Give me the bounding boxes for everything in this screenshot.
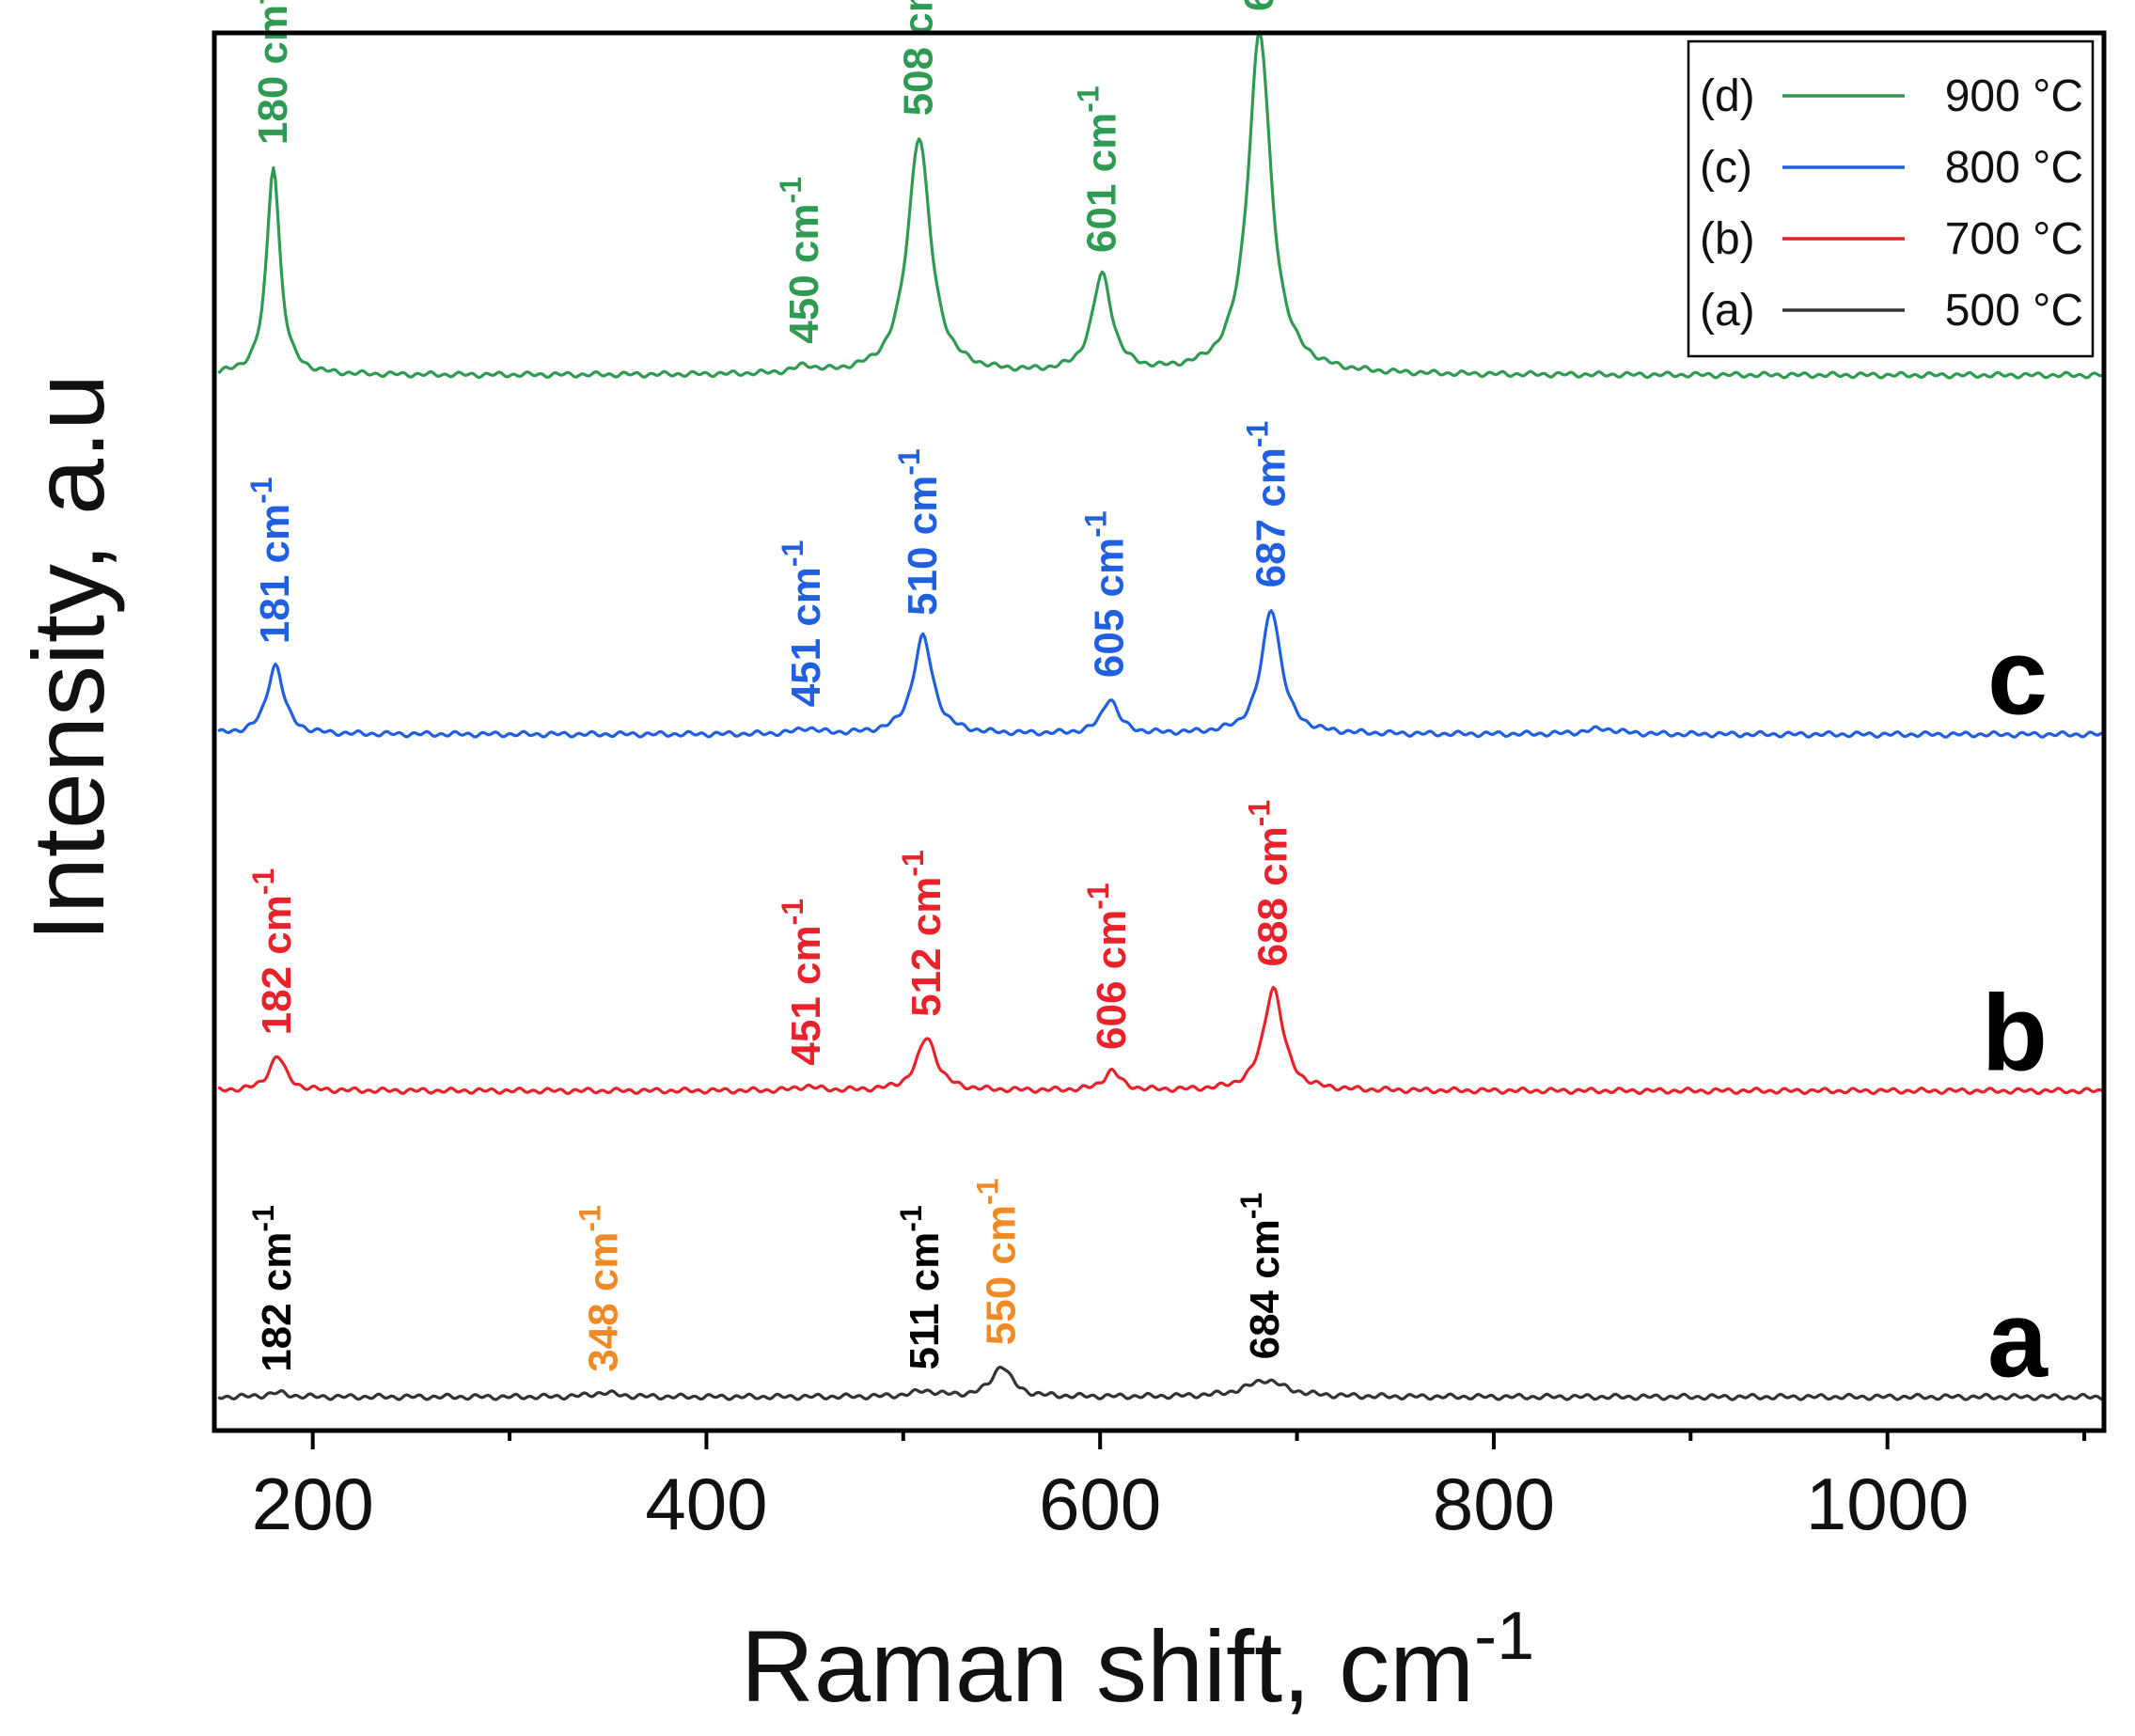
- peak-label-c-687: 687 cm-1: [1240, 421, 1294, 588]
- peak-label-c-451: 451 cm-1: [776, 540, 829, 708]
- x-tick-label: 200: [252, 1462, 374, 1545]
- legend-box: [1687, 39, 2095, 358]
- peak-label-a-182: 182 cm-1: [246, 1205, 300, 1372]
- peak-label-c-510: 510 cm-1: [892, 448, 946, 616]
- peak-label-b-512: 512 cm-1: [896, 850, 950, 1017]
- peak-label-d-450: 450 cm-1: [774, 177, 827, 344]
- x-tick-label: 1000: [1806, 1462, 1970, 1545]
- peak-label-a-684: 684 cm-1: [1234, 1193, 1288, 1360]
- peak-label-a-550: 550 cm-1: [971, 1179, 1025, 1346]
- x-tick-label: 400: [645, 1462, 767, 1545]
- x-tick-label: 600: [1039, 1462, 1161, 1545]
- y-axis-title: Intensity, a.u: [11, 374, 125, 942]
- trace-d: [217, 30, 2105, 380]
- peak-label-a-348: 348 cm-1: [573, 1205, 627, 1372]
- trace-letter-b: b: [1982, 974, 2048, 1094]
- peak-label-a-511: 511 cm-1: [894, 1205, 948, 1369]
- trace-b: [217, 985, 2106, 1096]
- x-axis: 200 400 600 800 1000: [252, 1431, 2087, 1545]
- peak-label-b-606: 606 cm-1: [1081, 883, 1135, 1050]
- legend-label-c: 800 °C: [1945, 143, 2083, 193]
- x-axis-title-text: Raman shift, cm: [741, 1609, 1474, 1723]
- peak-label-d-508: 508 cm-1: [888, 0, 942, 116]
- peak-label-b-182: 182 cm-1: [246, 868, 300, 1036]
- peak-label-d-681: 681 cm-1: [1229, 0, 1282, 11]
- legend-label-b: 700 °C: [1945, 214, 2083, 264]
- peak-label-c-181: 181 cm-1: [244, 477, 298, 644]
- legend-prefix-d: (d): [1700, 71, 1755, 121]
- peak-label-b-688: 688 cm-1: [1242, 800, 1295, 967]
- trace-letter-c: c: [1987, 617, 2048, 737]
- x-axis-title: Raman shift, cm-1: [741, 1599, 1534, 1723]
- peak-label-c-605: 605 cm-1: [1079, 510, 1133, 678]
- peak-label-d-180: 180 cm-1: [243, 0, 296, 145]
- trace-letter-a: a: [1987, 1279, 2049, 1400]
- trace-a: [217, 1366, 2104, 1401]
- x-tick-label: 800: [1433, 1462, 1555, 1545]
- legend-label-d: 900 °C: [1945, 71, 2083, 121]
- plot-frame: [212, 30, 2107, 1433]
- legend-prefix-b: (b): [1700, 214, 1755, 264]
- x-axis-title-sup: -1: [1474, 1599, 1534, 1674]
- peak-labels: 180 cm-1 450 cm-1 508 cm-1 601 cm-1 681 cm-1…: [243, 0, 1296, 1372]
- legend-prefix-a: (a): [1700, 286, 1755, 336]
- legend: (d) 900 °C (c) 800 °C (b) 700 °C (a) 500 °C: [1687, 39, 2095, 358]
- peak-label-d-601: 601 cm-1: [1071, 86, 1124, 253]
- legend-label-a: 500 °C: [1945, 286, 2083, 336]
- trace-c: [217, 609, 2105, 739]
- peak-label-b-451: 451 cm-1: [776, 899, 829, 1066]
- legend-prefix-c: (c): [1700, 143, 1752, 193]
